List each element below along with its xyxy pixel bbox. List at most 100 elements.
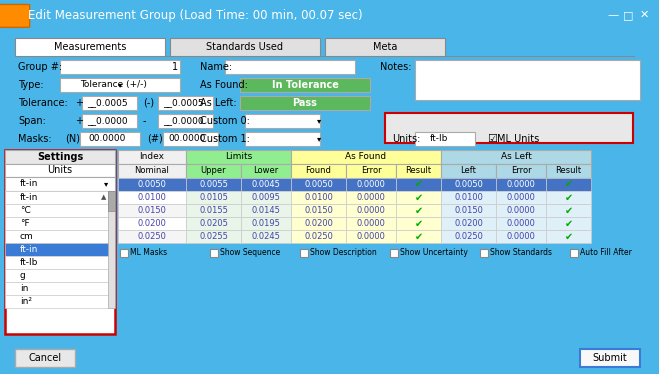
Bar <box>120 249 128 257</box>
Bar <box>396 164 441 178</box>
Bar <box>118 164 186 178</box>
Text: ▾: ▾ <box>103 180 108 188</box>
Bar <box>291 178 346 191</box>
Text: Measurements: Measurements <box>54 42 126 52</box>
Text: Submit: Submit <box>592 353 627 363</box>
Text: -: - <box>143 116 146 126</box>
Bar <box>245 132 320 146</box>
Bar <box>15 38 165 56</box>
Text: 0.0055: 0.0055 <box>199 180 228 189</box>
Text: 0.0200: 0.0200 <box>138 219 167 228</box>
Text: 0.0095: 0.0095 <box>252 193 281 202</box>
Bar <box>291 204 346 217</box>
Bar <box>5 204 113 217</box>
Bar <box>82 96 137 110</box>
Bar <box>225 60 355 74</box>
Bar <box>390 249 398 257</box>
Text: Found: Found <box>306 166 331 175</box>
Bar <box>5 150 115 164</box>
Bar <box>291 150 441 164</box>
Text: 0.0200: 0.0200 <box>454 219 483 228</box>
Bar <box>396 217 441 230</box>
Text: Notes:: Notes: <box>380 62 411 72</box>
Text: 0.0050: 0.0050 <box>304 180 333 189</box>
Text: Nominal: Nominal <box>134 166 169 175</box>
Bar <box>325 38 445 56</box>
Bar <box>5 269 113 282</box>
Text: ✔: ✔ <box>415 192 422 202</box>
Text: 0.0200: 0.0200 <box>304 219 333 228</box>
Text: 0.0100: 0.0100 <box>138 193 167 202</box>
Text: In Tolerance: In Tolerance <box>272 80 339 90</box>
Text: Span:: Span: <box>18 116 46 126</box>
Bar <box>496 217 546 230</box>
Text: ✔: ✔ <box>565 205 573 215</box>
Text: ✔: ✔ <box>415 232 422 241</box>
Text: ft-in: ft-in <box>20 193 38 202</box>
Text: 0.0150: 0.0150 <box>138 206 167 215</box>
Bar <box>186 178 241 191</box>
Bar <box>496 230 546 243</box>
Bar <box>441 178 496 191</box>
Text: Type:: Type: <box>18 80 43 90</box>
Bar <box>186 230 241 243</box>
Text: Cancel: Cancel <box>28 353 61 363</box>
Bar <box>480 249 488 257</box>
Text: in: in <box>20 284 28 293</box>
Text: Result: Result <box>405 166 432 175</box>
Text: 0.0100: 0.0100 <box>304 193 333 202</box>
Text: (#): (#) <box>147 134 163 144</box>
Text: Masks:: Masks: <box>18 134 51 144</box>
Text: ▾: ▾ <box>317 134 321 143</box>
Text: As Left:: As Left: <box>200 98 237 108</box>
Bar <box>5 295 113 308</box>
Text: 0.0100: 0.0100 <box>454 193 483 202</box>
Text: __0.0005: __0.0005 <box>87 98 128 107</box>
Text: 0.0045: 0.0045 <box>252 180 281 189</box>
Bar <box>291 230 346 243</box>
Bar <box>385 113 633 143</box>
Bar <box>396 230 441 243</box>
Bar <box>346 217 396 230</box>
Bar <box>241 217 291 230</box>
Text: Show Description: Show Description <box>310 248 377 257</box>
Text: Units: Units <box>47 165 72 175</box>
Bar <box>346 178 396 191</box>
Text: 0.0145: 0.0145 <box>252 206 281 215</box>
Bar <box>496 204 546 217</box>
Bar <box>240 96 370 110</box>
Text: 0.0250: 0.0250 <box>138 232 167 241</box>
Bar <box>186 191 241 204</box>
Text: Show Standards: Show Standards <box>490 248 552 257</box>
Text: ft-in: ft-in <box>20 180 38 188</box>
Text: ▾: ▾ <box>317 116 321 125</box>
Bar <box>441 204 496 217</box>
Bar <box>441 217 496 230</box>
Text: Left: Left <box>461 166 476 175</box>
Bar <box>60 78 180 92</box>
Text: __0.0000: __0.0000 <box>87 116 128 125</box>
Bar <box>15 56 635 57</box>
Text: 0.0150: 0.0150 <box>454 206 483 215</box>
Bar <box>15 349 75 367</box>
Text: ✕: ✕ <box>640 10 649 20</box>
Bar <box>346 191 396 204</box>
Text: 0.0000: 0.0000 <box>507 219 535 228</box>
Text: __0.0000: __0.0000 <box>163 116 204 125</box>
Text: Lower: Lower <box>253 166 279 175</box>
Bar <box>580 349 640 367</box>
Text: 00.0000: 00.0000 <box>168 134 206 143</box>
Bar <box>158 114 213 128</box>
Bar <box>546 230 591 243</box>
Text: 0.0000: 0.0000 <box>507 206 535 215</box>
Text: g: g <box>20 271 26 280</box>
Bar <box>5 177 115 191</box>
Bar <box>5 230 113 243</box>
Text: Show Uncertainty: Show Uncertainty <box>400 248 468 257</box>
Text: Custom 0:: Custom 0: <box>200 116 250 126</box>
Bar <box>240 78 370 92</box>
Text: ft-in: ft-in <box>20 245 38 254</box>
Bar <box>346 230 396 243</box>
Text: Result: Result <box>556 166 581 175</box>
Text: 0.0000: 0.0000 <box>357 193 386 202</box>
